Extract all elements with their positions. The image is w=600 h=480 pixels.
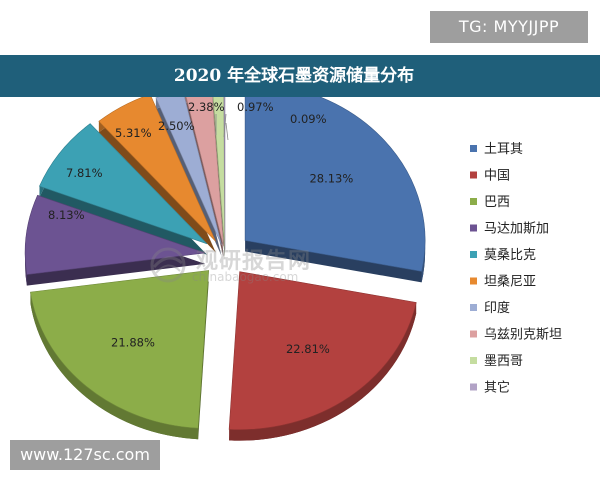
slice-9 bbox=[223, 97, 226, 250]
tg-badge: TG: MYYJJPP bbox=[430, 11, 588, 43]
legend-label-2: 巴西 bbox=[484, 195, 510, 210]
slice-label-1: 22.81% bbox=[286, 342, 330, 356]
legend-label-1: 中国 bbox=[484, 169, 510, 184]
legend-item-8: 墨西哥 bbox=[470, 354, 523, 369]
slice-7 bbox=[185, 97, 224, 247]
slice-1 bbox=[228, 271, 417, 430]
legend-label-3: 马达加斯加 bbox=[484, 222, 549, 237]
slice-rim-2 bbox=[30, 292, 199, 440]
slice-labels: 28.13% 22.81% 21.88% 8.13% 7.81% 5.31% 2.50% 2.… bbox=[48, 100, 353, 356]
legend-swatch-9 bbox=[470, 383, 477, 391]
legend-swatch-8 bbox=[470, 357, 477, 364]
chart-title-bar: 2020 年全球石墨资源储量分布 bbox=[0, 55, 600, 97]
slice-0 bbox=[244, 97, 426, 272]
legend-item-7: 乌兹别克斯坦 bbox=[470, 327, 562, 343]
legend-swatch-3 bbox=[470, 224, 477, 232]
legend-item-9: 其它 bbox=[470, 380, 510, 396]
slice-4 bbox=[39, 123, 208, 245]
legend-swatch-7 bbox=[470, 330, 477, 338]
legend-swatch-0 bbox=[470, 145, 477, 152]
legend-swatch-1 bbox=[470, 171, 477, 179]
legend-label-6: 印度 bbox=[484, 300, 510, 316]
legend-item-5: 坦桑尼亚 bbox=[470, 275, 536, 290]
legend-item-0: 土耳其 bbox=[470, 142, 523, 157]
watermark: 观研报告网 chinabaogao.com bbox=[148, 243, 318, 291]
legend-item-6: 印度 bbox=[470, 300, 510, 316]
slice-label-4: 7.81% bbox=[66, 166, 103, 180]
slice-label-3: 8.13% bbox=[48, 208, 85, 222]
slice-label-0: 28.13% bbox=[309, 171, 353, 185]
slice-label-9: 0.09% bbox=[290, 112, 327, 126]
legend-swatch-4 bbox=[470, 251, 477, 258]
slice-6 bbox=[155, 97, 222, 246]
legend-label-9: 其它 bbox=[484, 380, 510, 396]
legend-item-1: 中国 bbox=[470, 169, 510, 184]
legend-item-2: 巴西 bbox=[470, 195, 510, 210]
pie-chart: 28.13% 22.81% 21.88% 8.13% 7.81% 5.31% 2.50% 2.… bbox=[24, 97, 562, 441]
watermark-cn: 观研报告网 bbox=[196, 249, 312, 274]
legend-label-0: 土耳其 bbox=[484, 142, 523, 157]
slice-label-2: 21.88% bbox=[111, 335, 155, 349]
slice-3 bbox=[24, 194, 206, 275]
watermark-logo-icon bbox=[150, 247, 186, 283]
slice-label-6: 2.50% bbox=[158, 119, 195, 133]
slice-2 bbox=[30, 270, 210, 429]
slice-label-8: 0.97% bbox=[237, 100, 274, 114]
chart-title: 2020 年全球石墨资源储量分布 bbox=[173, 66, 415, 86]
leader-line-8 bbox=[223, 113, 227, 138]
legend-item-3: 马达加斯加 bbox=[470, 222, 549, 237]
slice-label-7: 2.38% bbox=[188, 100, 225, 114]
legend-item-4: 莫桑比克 bbox=[470, 248, 536, 263]
legend-swatch-2 bbox=[470, 198, 477, 205]
legend-label-8: 墨西哥 bbox=[484, 354, 523, 369]
legend-label-5: 坦桑尼亚 bbox=[484, 275, 536, 290]
pie-slices bbox=[24, 97, 426, 441]
slice-label-5: 5.31% bbox=[115, 126, 152, 140]
leader-line-9 bbox=[225, 122, 229, 141]
legend-swatch-6 bbox=[470, 304, 477, 311]
legend-swatch-5 bbox=[470, 277, 477, 285]
slice-rim-1 bbox=[229, 302, 417, 441]
site-badge: www.127sc.com bbox=[10, 440, 160, 470]
legend-label-7: 乌兹别克斯坦 bbox=[484, 327, 562, 343]
slice-5 bbox=[98, 97, 217, 242]
legend-label-4: 莫桑比克 bbox=[484, 248, 536, 263]
watermark-en: chinabaogao.com bbox=[192, 270, 299, 284]
